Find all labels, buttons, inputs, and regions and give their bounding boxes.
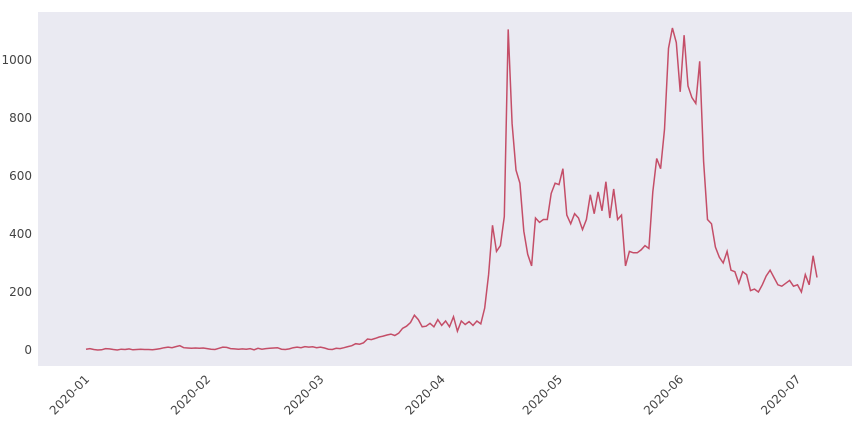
x-tick-label: 2020-02	[168, 372, 213, 417]
y-tick-label: 400	[9, 227, 32, 241]
line	[85, 27, 818, 351]
y-tick-label: 600	[9, 169, 32, 183]
x-tick-label: 2020-03	[281, 372, 326, 417]
x-tick-label: 2020-01	[47, 372, 92, 417]
x-tick-label: 2020-06	[641, 372, 686, 417]
y-tick-label: 200	[9, 285, 32, 299]
x-tick-label: 2020-04	[402, 372, 447, 417]
y-tick-label: 800	[9, 111, 32, 125]
x-tick-label: 2020-05	[520, 372, 565, 417]
plot-area	[38, 12, 852, 366]
y-tick-label: 1000	[1, 53, 32, 67]
x-tick-label: 2020-07	[758, 372, 803, 417]
y-tick-label: 0	[24, 343, 32, 357]
